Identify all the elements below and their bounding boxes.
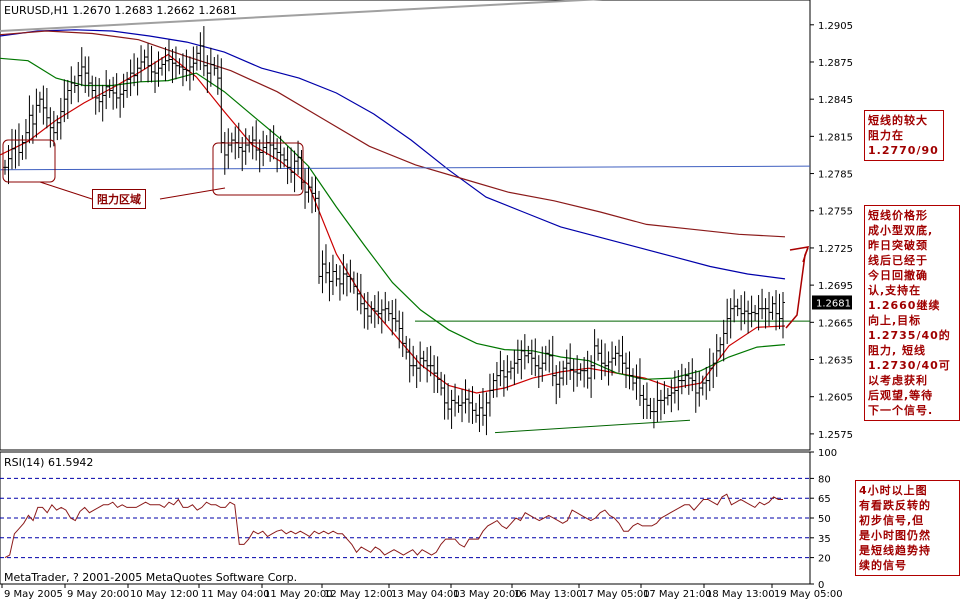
series-resistance-blue	[0, 165, 811, 171]
price-tick-label: 1.2905	[818, 21, 853, 32]
resistance-zone-box-left	[2, 139, 56, 183]
chart-title: EURUSD,H1 1.2670 1.2683 1.2662 1.2681	[4, 4, 237, 17]
rsi-tick-label: 100	[818, 448, 837, 459]
x-tick-label: 11 May 04:00	[201, 589, 270, 600]
x-tick-label: 19 May 05:00	[774, 589, 843, 600]
x-tick-label: 9 May 2005	[4, 589, 63, 600]
price-bar	[781, 291, 785, 339]
x-tick-label: 9 May 20:00	[67, 589, 129, 600]
annotation-resistance: 短线的较大 阻力在 1.2770/90	[864, 110, 944, 161]
x-tick-label: 13 May 20:00	[453, 589, 522, 600]
price-tick-label: 1.2785	[818, 170, 853, 181]
price-tick-label: 1.2755	[818, 207, 853, 218]
current-price-box	[812, 295, 852, 310]
price-tick-label: 1.2605	[818, 393, 853, 404]
x-tick-label: 16 May 13:00	[514, 589, 583, 600]
rsi-tick-label: 0	[818, 580, 824, 591]
x-tick-label: 17 May 05:00	[581, 589, 650, 600]
annotation-double-bottom: 短线价格形 成小型双底, 昨日突破颈 线后已经于 今日回撤确 认,支持在 1.2…	[864, 205, 960, 421]
x-tick-label: 11 May 20:00	[264, 589, 333, 600]
resistance-zone-label: 阻力区域	[92, 189, 146, 209]
price-tick-label: 1.2665	[818, 318, 853, 329]
x-tick-label: 17 May 21:00	[643, 589, 712, 600]
target-arrow-head	[789, 246, 810, 263]
rsi-tick-label: 80	[818, 474, 831, 485]
current-price-label: 1.2681	[816, 298, 851, 309]
rsi-tick-label: 65	[818, 494, 831, 505]
watermark: MetaTrader, ? 2001-2005 MetaQuotes Softw…	[4, 571, 297, 584]
series-support	[494, 419, 691, 434]
price-tick-label: 1.2875	[818, 58, 853, 69]
rsi-series-line	[4, 493, 783, 559]
price-tick-label: 1.2695	[818, 281, 853, 292]
price-tick-label: 1.2575	[818, 430, 853, 441]
price-tick-label: 1.2845	[818, 95, 853, 106]
series-grey-line	[0, 0, 603, 32]
x-tick-label: 13 May 04:00	[391, 589, 460, 600]
price-tick-label: 1.2725	[818, 244, 853, 255]
x-tick-label: 10 May 12:00	[130, 589, 199, 600]
price-tick-label: 1.2815	[818, 132, 853, 143]
annotation-4h-reversal: 4小时以上图 有看跌反转的 初步信号,但 是小时图仍然 是短线趋势持 续的信号	[855, 480, 960, 576]
resistance-zone-box-right	[212, 142, 304, 196]
x-tick-label: 12 May 12:00	[324, 589, 393, 600]
zone-connector-right	[159, 187, 226, 200]
rsi-tick-label: 50	[818, 514, 831, 525]
price-tick-label: 1.2635	[818, 356, 853, 367]
rsi-tick-label: 35	[818, 534, 831, 545]
series-ma-blue	[0, 29, 786, 280]
series-ma-brown	[0, 30, 786, 238]
rsi-title: RSI(14) 61.5942	[4, 456, 93, 469]
zone-connector-left	[39, 181, 93, 200]
x-tick-label: 18 May 13:00	[706, 589, 775, 600]
rsi-tick-label: 20	[818, 554, 831, 565]
